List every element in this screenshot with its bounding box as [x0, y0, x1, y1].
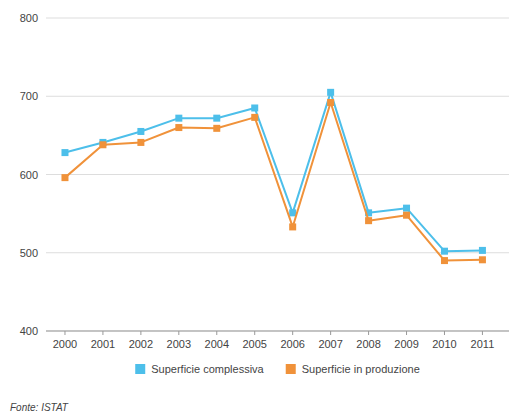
grid-line [46, 174, 509, 175]
x-tick [368, 331, 369, 335]
x-tick-label: 2009 [394, 338, 418, 350]
series-marker [403, 205, 410, 212]
series-marker [137, 128, 144, 135]
source-note: Fonte: ISTAT [10, 402, 69, 413]
series-marker [137, 139, 144, 146]
x-tick-label: 2007 [318, 338, 342, 350]
y-tick-label: 800 [20, 12, 38, 24]
x-tick [178, 331, 179, 335]
x-tick [64, 331, 65, 335]
chart: 400 500 600 700 800 2000 2001 2002 2003 2004 2005 2… [0, 0, 525, 419]
series-marker [61, 174, 68, 181]
x-tick-label: 2000 [53, 338, 77, 350]
y-tick-label: 500 [20, 247, 38, 259]
legend: Superficie complessiva Superficie in prod… [135, 363, 420, 375]
x-tick-label: 2001 [91, 338, 115, 350]
series-marker [327, 89, 334, 96]
series-marker [479, 256, 486, 263]
y-tick-label: 400 [20, 325, 38, 337]
legend-item: Superficie in produzione [286, 363, 420, 375]
series-marker [213, 125, 220, 132]
x-tick [140, 331, 141, 335]
legend-label: Superficie complessiva [151, 363, 264, 375]
x-tick [292, 331, 293, 335]
series-marker [251, 114, 258, 121]
x-tick-label: 2011 [471, 338, 495, 350]
legend-swatch [286, 364, 296, 374]
legend-label: Superficie in produzione [302, 363, 420, 375]
x-tick [216, 331, 217, 335]
grid-line [46, 96, 509, 97]
series-marker [61, 149, 68, 156]
series-marker [99, 141, 106, 148]
series-marker [327, 99, 334, 106]
x-tick [102, 331, 103, 335]
series-line [65, 103, 482, 261]
x-tick-label: 2008 [356, 338, 380, 350]
series-marker [175, 115, 182, 122]
x-tick-label: 2005 [242, 338, 266, 350]
grid-line [46, 252, 509, 253]
x-tick [330, 331, 331, 335]
x-tick-label: 2003 [167, 338, 191, 350]
x-tick-label: 2002 [129, 338, 153, 350]
x-tick-label: 2010 [432, 338, 456, 350]
x-tick-label: 2006 [280, 338, 304, 350]
x-tick [406, 331, 407, 335]
legend-item: Superficie complessiva [135, 363, 264, 375]
series-marker [289, 209, 296, 216]
x-tick-label: 2004 [205, 338, 229, 350]
series-marker [251, 104, 258, 111]
y-grid [46, 18, 509, 331]
grid-line [46, 331, 509, 332]
series-marker [403, 212, 410, 219]
series-marker [441, 257, 448, 264]
x-tick [482, 331, 483, 335]
y-tick-label: 600 [20, 169, 38, 181]
plot-data [61, 89, 485, 264]
series-marker [365, 217, 372, 224]
legend-swatch [135, 364, 145, 374]
y-tick-label: 700 [20, 90, 38, 102]
x-axis-line [46, 331, 509, 332]
grid-line [46, 18, 509, 19]
x-tick [254, 331, 255, 335]
series-marker [213, 115, 220, 122]
series-marker [441, 248, 448, 255]
x-tick [444, 331, 445, 335]
series-marker [175, 124, 182, 131]
series-marker [289, 223, 296, 230]
series-marker [479, 247, 486, 254]
